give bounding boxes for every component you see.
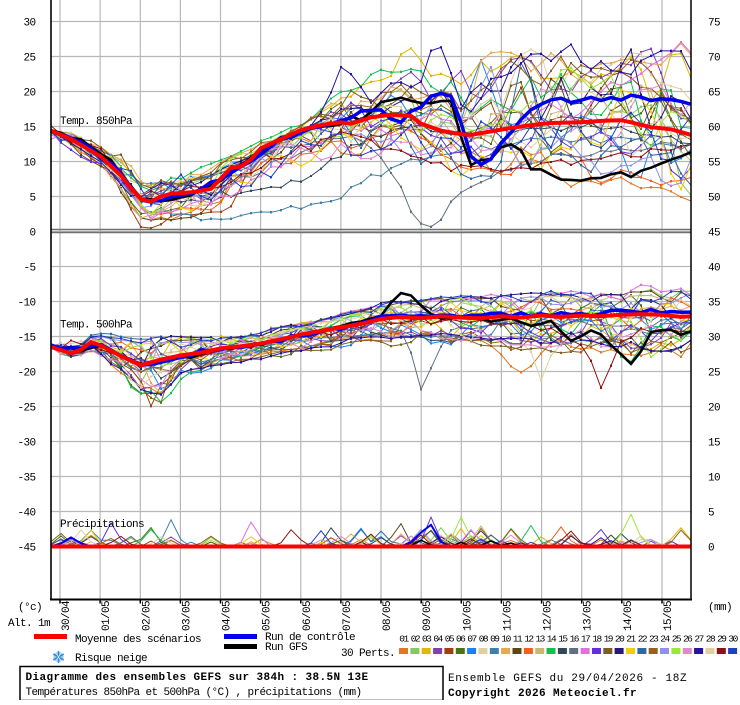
- svg-text:55: 55: [708, 158, 720, 170]
- svg-text:02: 02: [411, 634, 421, 645]
- svg-text:15: 15: [23, 123, 35, 135]
- svg-text:12: 12: [524, 634, 534, 645]
- svg-text:35: 35: [708, 298, 720, 310]
- svg-text:70: 70: [708, 53, 720, 65]
- svg-text:50: 50: [708, 193, 720, 205]
- svg-text:25: 25: [708, 368, 720, 380]
- svg-text:10: 10: [708, 473, 720, 485]
- svg-text:65: 65: [708, 88, 720, 100]
- svg-text:-40: -40: [17, 508, 35, 520]
- svg-text:13/05: 13/05: [583, 601, 595, 631]
- svg-text:16: 16: [570, 634, 580, 645]
- svg-text:07: 07: [467, 634, 476, 645]
- svg-text:Risque neige: Risque neige: [75, 653, 147, 665]
- svg-text:Ensemble GEFS du 29/04/2026 -: Ensemble GEFS du 29/04/2026 - 18Z: [448, 673, 687, 685]
- svg-text:09: 09: [490, 634, 500, 645]
- svg-text:5: 5: [29, 193, 35, 205]
- svg-text:23: 23: [649, 634, 659, 645]
- svg-text:12/05: 12/05: [543, 601, 555, 631]
- svg-text:06: 06: [456, 634, 466, 645]
- svg-text:45: 45: [708, 228, 720, 240]
- svg-text:15: 15: [558, 634, 568, 645]
- svg-text:05/05: 05/05: [262, 601, 274, 631]
- svg-text:04/05: 04/05: [222, 601, 234, 631]
- svg-text:30: 30: [708, 333, 720, 345]
- svg-text:07/05: 07/05: [342, 601, 354, 631]
- svg-text:30/04: 30/04: [61, 600, 73, 631]
- svg-text:-10: -10: [17, 298, 35, 310]
- svg-text:-45: -45: [17, 543, 35, 555]
- svg-text:-35: -35: [17, 473, 35, 485]
- svg-text:20: 20: [23, 88, 35, 100]
- svg-text:-25: -25: [17, 403, 35, 415]
- svg-text:22: 22: [638, 634, 648, 645]
- svg-text:Copyright 2026 Meteociel.fr: Copyright 2026 Meteociel.fr: [448, 688, 637, 700]
- svg-text:(mm): (mm): [708, 602, 732, 614]
- svg-text:0: 0: [708, 543, 714, 555]
- svg-text:10: 10: [23, 158, 35, 170]
- svg-text:Temp. 500hPa: Temp. 500hPa: [60, 320, 133, 332]
- svg-text:0: 0: [29, 228, 35, 240]
- svg-text:14: 14: [547, 634, 557, 645]
- svg-text:10/05: 10/05: [462, 601, 474, 631]
- svg-text:02/05: 02/05: [141, 601, 153, 631]
- svg-text:25: 25: [23, 53, 35, 65]
- svg-text:08/05: 08/05: [382, 601, 394, 631]
- svg-text:60: 60: [708, 123, 720, 135]
- svg-text:Alt. 1m: Alt. 1m: [8, 618, 51, 630]
- svg-text:13: 13: [535, 634, 545, 645]
- svg-text:18: 18: [592, 634, 602, 645]
- svg-text:40: 40: [708, 263, 720, 275]
- svg-text:24: 24: [660, 634, 670, 645]
- svg-text:28: 28: [706, 634, 716, 645]
- svg-text:30 Perts.: 30 Perts.: [341, 648, 395, 660]
- svg-text:01: 01: [399, 634, 409, 645]
- svg-text:06/05: 06/05: [302, 601, 314, 631]
- svg-text:05: 05: [445, 634, 455, 645]
- svg-text:5: 5: [708, 508, 714, 520]
- svg-text:27: 27: [694, 634, 703, 645]
- svg-text:30: 30: [23, 18, 35, 30]
- svg-text:-20: -20: [17, 368, 35, 380]
- svg-text:08: 08: [479, 634, 489, 645]
- svg-text:Températures 850hPa et 500hPa: Températures 850hPa et 500hPa (°C) , pré…: [26, 687, 362, 699]
- svg-text:14/05: 14/05: [623, 601, 635, 631]
- svg-text:30: 30: [728, 634, 738, 645]
- svg-text:25: 25: [672, 634, 682, 645]
- svg-text:Temp. 850hPa: Temp. 850hPa: [60, 116, 133, 128]
- svg-text:09/05: 09/05: [422, 601, 434, 631]
- svg-text:-15: -15: [17, 333, 35, 345]
- svg-text:11: 11: [513, 634, 523, 645]
- svg-text:Diagramme des ensembles GEFS s: Diagramme des ensembles GEFS sur 384h : …: [26, 672, 369, 684]
- svg-text:01/05: 01/05: [101, 601, 113, 631]
- svg-text:19: 19: [604, 634, 614, 645]
- svg-text:17: 17: [581, 634, 590, 645]
- svg-text:03: 03: [422, 634, 432, 645]
- svg-text:21: 21: [626, 634, 636, 645]
- svg-text:-30: -30: [17, 438, 35, 450]
- svg-text:-5: -5: [23, 263, 35, 275]
- svg-text:11/05: 11/05: [502, 601, 514, 631]
- svg-text:Run de contrôle: Run de contrôle: [265, 632, 355, 644]
- svg-text:75: 75: [708, 18, 720, 30]
- svg-text:29: 29: [717, 634, 727, 645]
- svg-text:Moyenne des scénarios: Moyenne des scénarios: [75, 634, 201, 646]
- svg-text:26: 26: [683, 634, 693, 645]
- svg-text:20: 20: [615, 634, 625, 645]
- svg-text:03/05: 03/05: [181, 601, 193, 631]
- svg-text:(°c): (°c): [18, 602, 42, 614]
- svg-text:Précipitations: Précipitations: [60, 519, 144, 531]
- svg-text:10: 10: [501, 634, 511, 645]
- svg-text:15: 15: [708, 438, 720, 450]
- svg-text:Run GFS: Run GFS: [265, 642, 308, 654]
- svg-text:15/05: 15/05: [663, 601, 675, 631]
- svg-text:20: 20: [708, 403, 720, 415]
- svg-text:04: 04: [433, 634, 443, 645]
